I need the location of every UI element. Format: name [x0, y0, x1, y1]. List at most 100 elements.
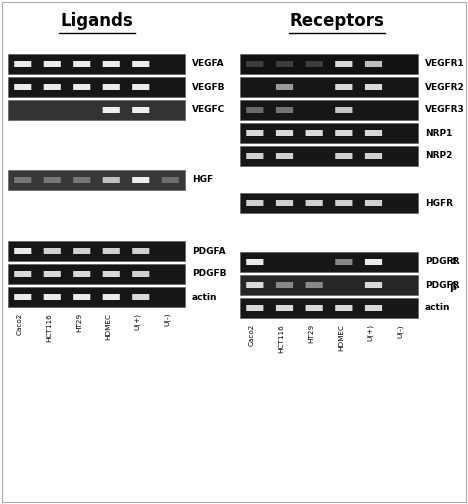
FancyBboxPatch shape — [276, 107, 293, 113]
FancyBboxPatch shape — [306, 200, 323, 206]
FancyBboxPatch shape — [14, 61, 31, 67]
Text: VEGFB: VEGFB — [192, 83, 226, 92]
FancyBboxPatch shape — [44, 61, 61, 67]
FancyBboxPatch shape — [102, 271, 120, 277]
Text: NRP2: NRP2 — [425, 152, 453, 160]
Bar — [240, 77, 418, 97]
FancyBboxPatch shape — [246, 61, 263, 67]
Text: HCT116: HCT116 — [46, 313, 52, 342]
FancyBboxPatch shape — [276, 305, 293, 311]
FancyBboxPatch shape — [276, 130, 293, 136]
FancyBboxPatch shape — [246, 282, 263, 288]
Text: α: α — [449, 256, 456, 266]
FancyBboxPatch shape — [132, 107, 149, 113]
Text: NRP1: NRP1 — [425, 129, 453, 138]
FancyBboxPatch shape — [246, 107, 263, 113]
Text: PDGFR: PDGFR — [425, 258, 460, 267]
Text: VEGFR3: VEGFR3 — [425, 105, 465, 114]
FancyBboxPatch shape — [132, 84, 149, 90]
Text: VEGFR1: VEGFR1 — [425, 59, 465, 69]
Bar — [8, 287, 185, 307]
FancyBboxPatch shape — [306, 130, 323, 136]
FancyBboxPatch shape — [365, 259, 382, 265]
FancyBboxPatch shape — [14, 248, 31, 254]
FancyBboxPatch shape — [335, 61, 352, 67]
FancyBboxPatch shape — [246, 259, 263, 265]
Bar — [240, 54, 418, 74]
FancyBboxPatch shape — [365, 84, 382, 90]
Text: VEGFA: VEGFA — [192, 59, 225, 69]
FancyBboxPatch shape — [335, 153, 352, 159]
FancyBboxPatch shape — [102, 84, 120, 90]
Text: PDGFA: PDGFA — [192, 246, 226, 256]
Bar — [240, 298, 418, 318]
Bar — [240, 146, 418, 166]
Text: U(-): U(-) — [397, 324, 403, 338]
FancyBboxPatch shape — [102, 61, 120, 67]
FancyBboxPatch shape — [365, 282, 382, 288]
FancyBboxPatch shape — [73, 294, 90, 300]
Text: Receptors: Receptors — [290, 12, 384, 30]
FancyBboxPatch shape — [14, 271, 31, 277]
FancyBboxPatch shape — [132, 177, 149, 183]
Text: U(+): U(+) — [134, 313, 141, 330]
FancyBboxPatch shape — [365, 130, 382, 136]
FancyBboxPatch shape — [276, 200, 293, 206]
Text: HCT116: HCT116 — [278, 324, 285, 353]
FancyBboxPatch shape — [102, 294, 120, 300]
FancyBboxPatch shape — [306, 61, 323, 67]
FancyBboxPatch shape — [276, 282, 293, 288]
FancyBboxPatch shape — [365, 305, 382, 311]
FancyBboxPatch shape — [44, 271, 61, 277]
Bar — [240, 193, 418, 213]
FancyBboxPatch shape — [246, 153, 263, 159]
Bar — [8, 264, 185, 284]
FancyBboxPatch shape — [335, 107, 352, 113]
FancyBboxPatch shape — [335, 200, 352, 206]
FancyBboxPatch shape — [335, 130, 352, 136]
Bar — [8, 100, 185, 120]
FancyBboxPatch shape — [276, 61, 293, 67]
FancyBboxPatch shape — [306, 282, 323, 288]
FancyBboxPatch shape — [365, 200, 382, 206]
Text: β: β — [449, 282, 456, 291]
Text: HT29: HT29 — [308, 324, 314, 343]
Bar — [240, 123, 418, 143]
Text: Caco2: Caco2 — [17, 313, 23, 335]
FancyBboxPatch shape — [44, 294, 61, 300]
FancyBboxPatch shape — [73, 248, 90, 254]
FancyBboxPatch shape — [306, 305, 323, 311]
Text: PDGFR: PDGFR — [425, 281, 460, 289]
FancyBboxPatch shape — [132, 61, 149, 67]
Text: actin: actin — [425, 303, 451, 312]
Text: HT29: HT29 — [76, 313, 82, 332]
Text: HGF: HGF — [192, 175, 213, 184]
Text: HGFR: HGFR — [425, 199, 453, 208]
Text: VEGFC: VEGFC — [192, 105, 225, 114]
FancyBboxPatch shape — [102, 248, 120, 254]
FancyBboxPatch shape — [246, 200, 263, 206]
Text: VEGFR2: VEGFR2 — [425, 83, 465, 92]
Text: actin: actin — [192, 292, 218, 301]
Bar — [240, 252, 418, 272]
FancyBboxPatch shape — [73, 84, 90, 90]
Text: U(-): U(-) — [164, 313, 170, 327]
FancyBboxPatch shape — [102, 107, 120, 113]
FancyBboxPatch shape — [132, 248, 149, 254]
Bar — [240, 275, 418, 295]
FancyBboxPatch shape — [132, 271, 149, 277]
FancyBboxPatch shape — [73, 271, 90, 277]
FancyBboxPatch shape — [102, 177, 120, 183]
Text: HDMEC: HDMEC — [105, 313, 111, 340]
FancyBboxPatch shape — [73, 61, 90, 67]
Text: U(+): U(+) — [367, 324, 373, 341]
FancyBboxPatch shape — [161, 177, 179, 183]
FancyBboxPatch shape — [335, 259, 352, 265]
FancyBboxPatch shape — [246, 130, 263, 136]
FancyBboxPatch shape — [132, 294, 149, 300]
FancyBboxPatch shape — [365, 153, 382, 159]
FancyBboxPatch shape — [44, 84, 61, 90]
FancyBboxPatch shape — [365, 61, 382, 67]
Text: Ligands: Ligands — [60, 12, 133, 30]
Text: Caco2: Caco2 — [249, 324, 255, 346]
